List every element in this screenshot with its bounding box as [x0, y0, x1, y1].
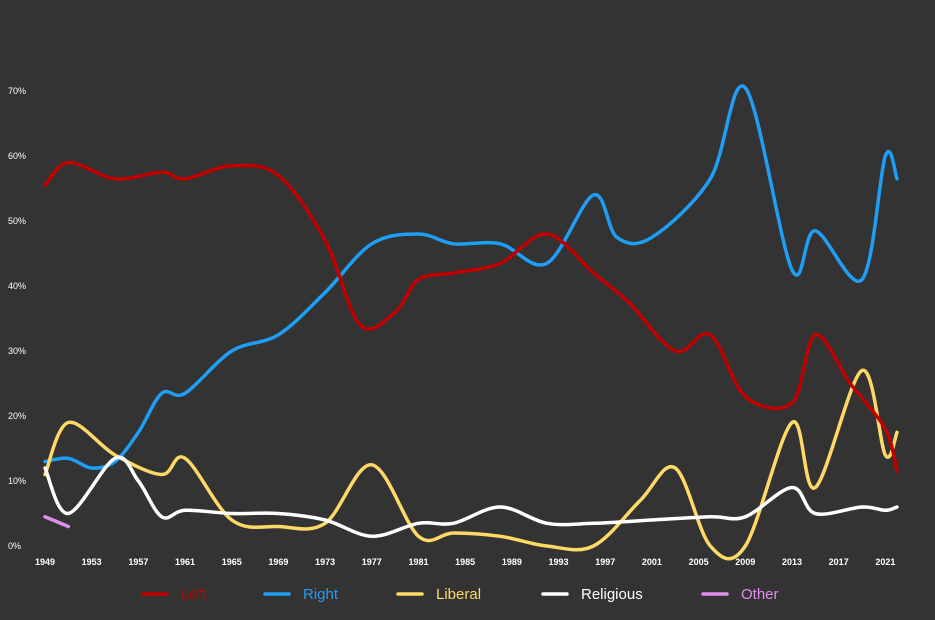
series-line-liberal — [43, 368, 899, 561]
y-tick-label: 10% — [8, 476, 26, 486]
x-tick-label: 2017 — [829, 557, 849, 567]
legend-label-liberal: Liberal — [436, 586, 481, 603]
x-axis-tick-labels: 1949 1953 1957 1961 1965 1969 1973 1977 1981 1985… — [35, 557, 895, 567]
plot-area — [43, 84, 899, 561]
x-tick-label: 1957 — [128, 557, 148, 567]
legend-label-other: Other — [741, 586, 779, 603]
x-tick-label: 2021 — [875, 557, 895, 567]
y-tick-label: 60% — [8, 151, 26, 161]
x-tick-label: 2013 — [782, 557, 802, 567]
x-tick-label: 1989 — [502, 557, 522, 567]
x-tick-label: 2009 — [735, 557, 755, 567]
legend-label-religious: Religious — [581, 586, 643, 603]
y-tick-label: 0% — [8, 541, 21, 551]
x-tick-label: 1997 — [595, 557, 615, 567]
y-tick-label: 20% — [8, 411, 26, 421]
x-tick-label: 1985 — [455, 557, 475, 567]
legend: Left Right Liberal Religious Other — [141, 586, 779, 603]
series-line-left — [43, 160, 899, 474]
legend-label-left: Left — [181, 586, 207, 603]
y-tick-label: 30% — [8, 346, 26, 356]
x-tick-label: 1953 — [82, 557, 102, 567]
series-line-right — [43, 84, 899, 470]
x-tick-label: 1949 — [35, 557, 55, 567]
y-tick-label: 40% — [8, 281, 26, 291]
series-line-religious — [43, 455, 899, 539]
x-tick-label: 2001 — [642, 557, 662, 567]
series-line-other — [43, 515, 71, 529]
x-tick-label: 1977 — [362, 557, 382, 567]
x-tick-label: 1961 — [175, 557, 195, 567]
y-axis-tick-labels: 0% 10% 20% 30% 40% 50% 60% 70% — [8, 86, 26, 551]
y-tick-label: 70% — [8, 86, 26, 96]
x-tick-label: 1969 — [268, 557, 288, 567]
y-tick-label: 50% — [8, 216, 26, 226]
x-tick-label: 2005 — [689, 557, 709, 567]
x-tick-label: 1965 — [222, 557, 242, 567]
x-tick-label: 1973 — [315, 557, 335, 567]
legend-label-right: Right — [303, 586, 339, 603]
x-tick-label: 1981 — [408, 557, 428, 567]
x-tick-label: 1993 — [549, 557, 569, 567]
